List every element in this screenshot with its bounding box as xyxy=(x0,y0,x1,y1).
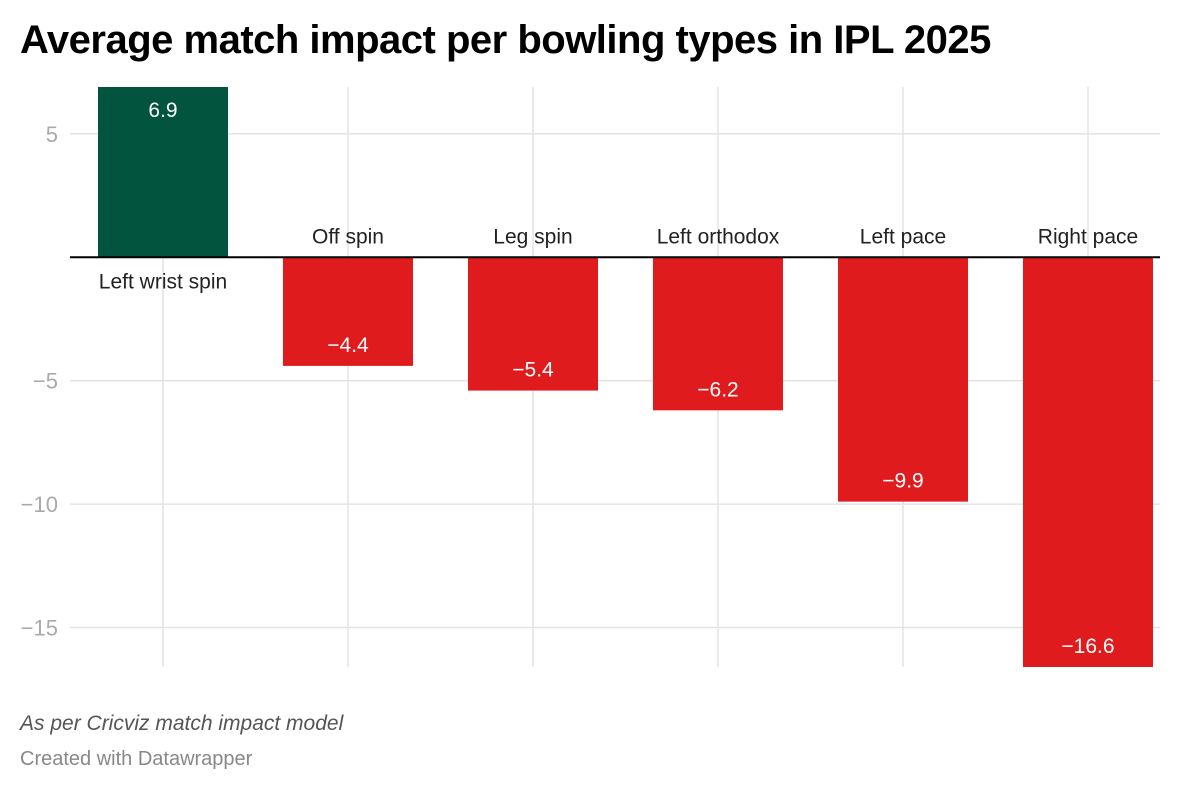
y-tick-label: −5 xyxy=(33,369,58,394)
bar xyxy=(653,257,783,411)
category-label: Left orthodox xyxy=(657,225,780,248)
chart-note: As per Cricviz match impact model xyxy=(20,712,344,735)
category-label: Leg spin xyxy=(493,225,572,248)
category-label: Right pace xyxy=(1038,225,1138,248)
bar xyxy=(468,257,598,391)
category-labels: Left wrist spin Off spin Leg spin Left orth… xyxy=(99,225,1138,293)
bar xyxy=(838,257,968,502)
y-tick-label: 5 xyxy=(46,122,58,147)
bar xyxy=(1023,257,1153,667)
category-label: Off spin xyxy=(312,225,384,248)
y-axis-ticks: 5 −5 −10 −15 xyxy=(21,122,58,641)
y-tick-label: −15 xyxy=(21,616,58,641)
category-label: Left wrist spin xyxy=(99,270,227,293)
value-label: −4.4 xyxy=(327,334,369,357)
value-labels: 6.9 −4.4 −5.4 −6.2 −9.9 −16.6 xyxy=(148,99,1114,658)
value-label: −5.4 xyxy=(512,359,554,382)
y-tick-label: −10 xyxy=(21,492,58,517)
chart-title: Average match impact per bowling types i… xyxy=(20,18,991,62)
bars xyxy=(98,87,1153,667)
value-label: −16.6 xyxy=(1061,635,1114,658)
chart-credit: Created with Datawrapper xyxy=(20,748,253,770)
value-label: −9.9 xyxy=(882,470,923,493)
horizontal-gridlines xyxy=(70,133,1160,629)
bar xyxy=(98,87,228,258)
bar xyxy=(283,257,413,366)
category-label: Left pace xyxy=(860,225,946,248)
value-label: 6.9 xyxy=(148,99,177,122)
value-label: −6.2 xyxy=(697,378,738,401)
